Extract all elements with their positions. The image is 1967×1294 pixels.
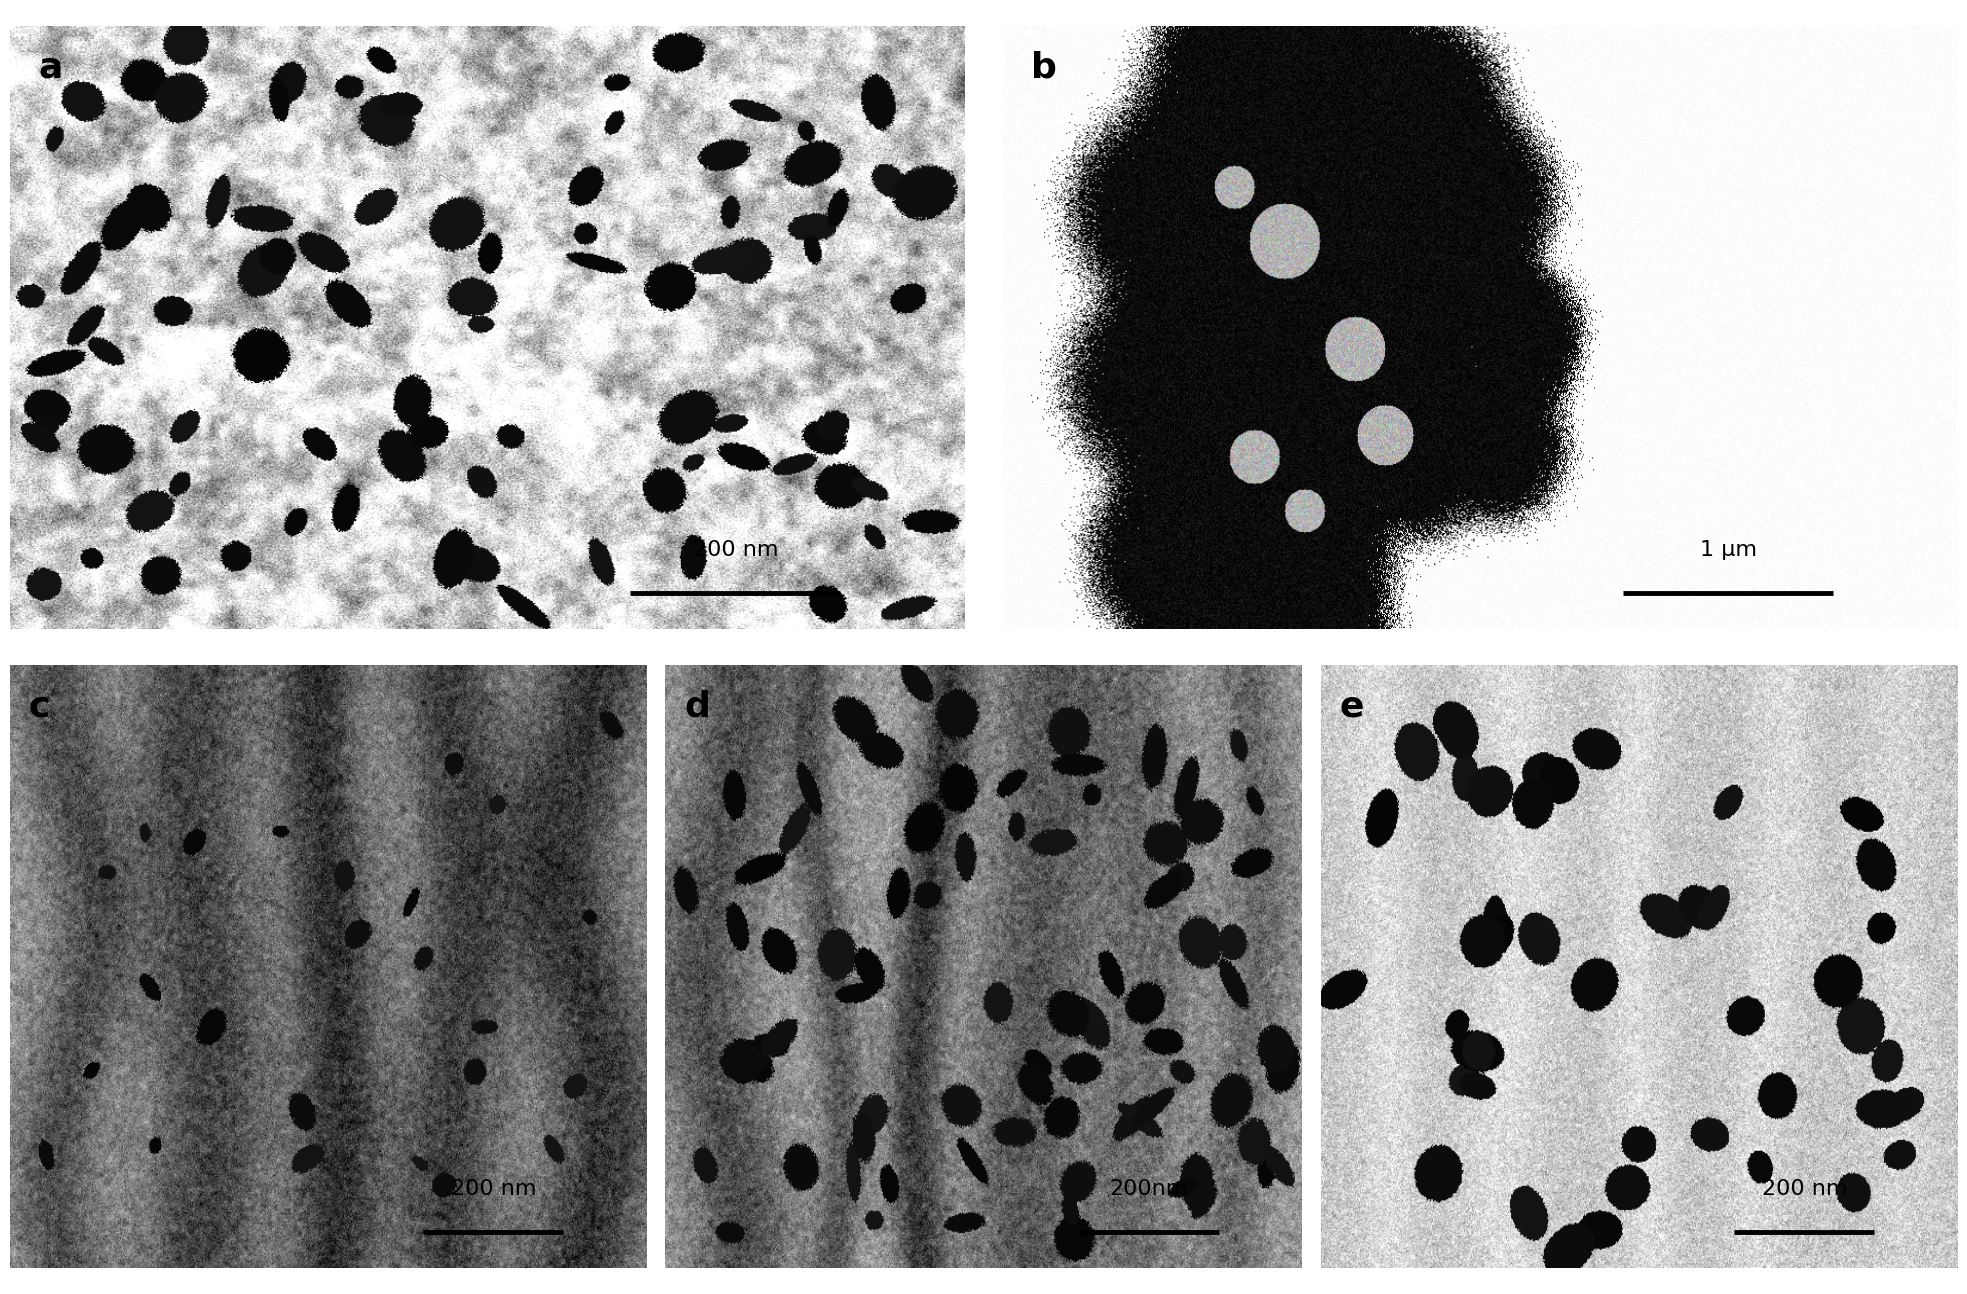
Text: c: c [30,690,51,723]
Text: b: b [1031,50,1056,84]
Text: e: e [1340,690,1365,723]
Text: 200nm: 200nm [1109,1179,1188,1198]
Text: 200 nm: 200 nm [692,540,779,559]
Text: 1 μm: 1 μm [1699,540,1757,559]
Text: 200 nm: 200 nm [1762,1179,1847,1198]
Text: d: d [685,690,710,723]
Text: a: a [39,50,63,84]
Text: 200 nm: 200 nm [450,1179,537,1198]
